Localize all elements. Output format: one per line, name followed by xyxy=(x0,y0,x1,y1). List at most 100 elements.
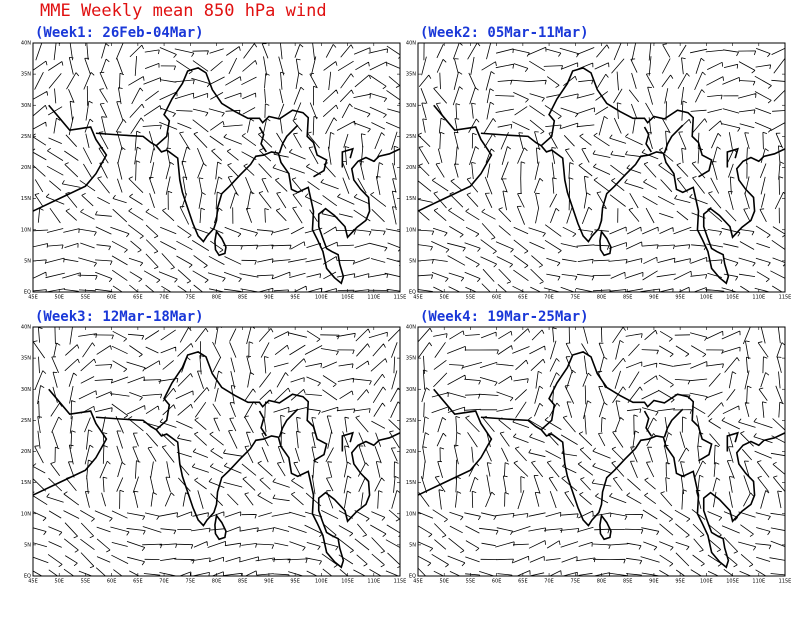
y-tick-label: 35N xyxy=(21,356,31,362)
x-tick-label: 85E xyxy=(238,295,248,301)
x-tick-label: 45E xyxy=(28,579,38,585)
x-tick-label: 60E xyxy=(492,295,502,301)
wind-barbs xyxy=(418,327,785,576)
x-tick-label: 70E xyxy=(544,579,554,585)
y-tick-label: 25N xyxy=(21,418,31,424)
x-tick-label: 50E xyxy=(54,295,64,301)
x-tick-label: 45E xyxy=(413,579,423,585)
wind-barbs xyxy=(33,43,400,292)
x-tick-label: 110E xyxy=(752,579,765,585)
panel-title: (Week4: 19Mar-25Mar) xyxy=(420,309,589,325)
x-tick-label: 75E xyxy=(571,295,581,301)
x-tick-label: 75E xyxy=(186,295,196,301)
x-tick-label: 95E xyxy=(675,579,685,585)
wind-barbs xyxy=(418,43,785,292)
y-tick-label: 30N xyxy=(21,387,31,393)
x-tick-label: 55E xyxy=(466,295,476,301)
x-tick-label: 60E xyxy=(107,295,117,301)
map-content xyxy=(418,327,785,576)
y-tick-label: 5N xyxy=(409,542,416,548)
x-tick-label: 90E xyxy=(264,579,274,585)
x-tick-label: 90E xyxy=(649,579,659,585)
y-tick-label: 40N xyxy=(21,41,31,47)
x-tick-label: 65E xyxy=(133,295,143,301)
y-tick-label: 25N xyxy=(406,418,416,424)
map-content xyxy=(33,43,400,292)
x-tick-label: 65E xyxy=(133,579,143,585)
x-tick-label: 95E xyxy=(290,579,300,585)
y-tick-label: EQ xyxy=(409,290,416,296)
y-tick-label: 30N xyxy=(406,103,416,109)
map-content xyxy=(418,43,785,292)
y-tick-label: 35N xyxy=(406,72,416,78)
x-tick-label: 95E xyxy=(290,295,300,301)
x-tick-label: 115E xyxy=(394,295,407,301)
x-tick-label: 85E xyxy=(238,579,248,585)
x-tick-label: 65E xyxy=(518,295,528,301)
x-tick-label: 100E xyxy=(315,579,328,585)
x-tick-label: 115E xyxy=(779,579,792,585)
x-tick-label: 50E xyxy=(439,295,449,301)
x-tick-label: 85E xyxy=(623,295,633,301)
y-tick-label: 10N xyxy=(406,511,416,517)
y-tick-label: 30N xyxy=(21,103,31,109)
map-panel: (Week1: 26Feb-04Mar) 45E 50E 55E 60E 65E 70E 75… xyxy=(21,25,406,301)
panel-title: (Week3: 12Mar-18Mar) xyxy=(35,309,204,325)
y-tick-label: 10N xyxy=(21,511,31,517)
y-tick-label: 35N xyxy=(21,72,31,78)
y-tick-label: 10N xyxy=(406,227,416,233)
y-tick-label: 20N xyxy=(406,165,416,171)
x-tick-label: 50E xyxy=(439,579,449,585)
x-tick-label: 70E xyxy=(544,295,554,301)
x-tick-label: 45E xyxy=(413,295,423,301)
y-tick-label: 20N xyxy=(21,165,31,171)
x-tick-label: 60E xyxy=(492,579,502,585)
x-tick-label: 115E xyxy=(779,295,792,301)
y-tick-label: 25N xyxy=(21,134,31,140)
x-tick-label: 75E xyxy=(571,579,581,585)
x-tick-label: 80E xyxy=(597,579,607,585)
x-tick-label: 50E xyxy=(54,579,64,585)
x-tick-label: 55E xyxy=(81,295,91,301)
map-content xyxy=(33,327,400,576)
y-tick-label: 5N xyxy=(24,542,31,548)
x-tick-label: 90E xyxy=(649,295,659,301)
y-tick-label: 20N xyxy=(21,449,31,455)
y-tick-label: 35N xyxy=(406,356,416,362)
x-tick-label: 55E xyxy=(81,579,91,585)
y-tick-label: 5N xyxy=(24,258,31,264)
map-panel: (Week2: 05Mar-11Mar) 45E 50E 55E 60E 65E 70E 75… xyxy=(406,25,791,301)
panel-title: (Week1: 26Feb-04Mar) xyxy=(35,25,204,41)
y-tick-label: 10N xyxy=(21,227,31,233)
y-tick-label: 15N xyxy=(21,196,31,202)
map-panel: (Week4: 19Mar-25Mar) 45E 50E 55E 60E 65E 70E 75… xyxy=(406,309,791,585)
y-tick-label: 15N xyxy=(406,480,416,486)
y-tick-label: EQ xyxy=(24,574,31,580)
x-tick-label: 105E xyxy=(726,579,739,585)
x-tick-label: 80E xyxy=(212,579,222,585)
y-tick-label: 20N xyxy=(406,449,416,455)
panel-title: (Week2: 05Mar-11Mar) xyxy=(420,25,589,41)
x-tick-label: 95E xyxy=(675,295,685,301)
y-tick-label: 30N xyxy=(406,387,416,393)
x-tick-label: 110E xyxy=(752,295,765,301)
x-tick-label: 60E xyxy=(107,579,117,585)
x-tick-label: 110E xyxy=(367,579,380,585)
x-tick-label: 45E xyxy=(28,295,38,301)
x-tick-label: 65E xyxy=(518,579,528,585)
x-tick-label: 55E xyxy=(466,579,476,585)
x-tick-label: 100E xyxy=(315,295,328,301)
y-tick-label: 15N xyxy=(406,196,416,202)
x-tick-label: 70E xyxy=(159,295,169,301)
x-tick-label: 75E xyxy=(186,579,196,585)
x-tick-label: 80E xyxy=(597,295,607,301)
y-tick-label: 40N xyxy=(21,325,31,331)
x-tick-label: 100E xyxy=(700,295,713,301)
y-tick-label: EQ xyxy=(24,290,31,296)
y-tick-label: 5N xyxy=(409,258,416,264)
x-tick-label: 80E xyxy=(212,295,222,301)
x-tick-label: 70E xyxy=(159,579,169,585)
x-tick-label: 105E xyxy=(341,295,354,301)
y-tick-label: 40N xyxy=(406,41,416,47)
